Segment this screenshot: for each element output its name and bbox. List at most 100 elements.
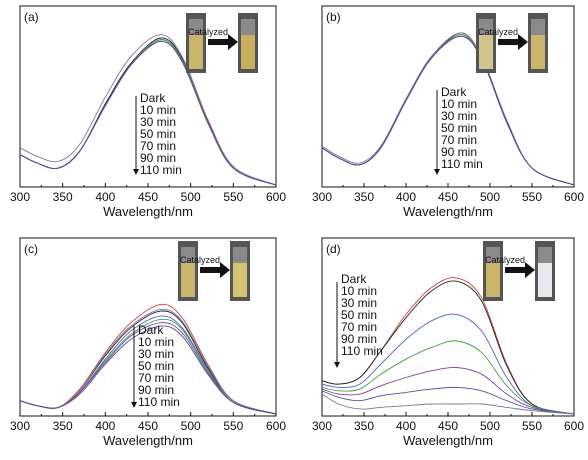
x-tick-label: 500 bbox=[181, 419, 201, 433]
series-line bbox=[19, 325, 277, 415]
legend-entry: 110 min bbox=[341, 344, 383, 358]
chart-panel: 300 350 400 450 500 550 600 Wavelength/nm (c) Dar… bbox=[10, 237, 286, 448]
x-tick-label: 450 bbox=[138, 190, 158, 204]
vial-after-liquid bbox=[538, 263, 552, 297]
x-tick-label: 400 bbox=[95, 190, 115, 204]
vial-before-cap bbox=[479, 19, 493, 35]
catalyzed-label: Catalyzed bbox=[180, 255, 220, 265]
legend-entry: 50 min bbox=[441, 121, 477, 135]
chart-panel: 300 350 400 450 500 550 600 Wavelength/nm (a) Dar… bbox=[10, 5, 286, 219]
x-tick-label: 550 bbox=[223, 419, 243, 433]
chart-panel: 300 350 400 450 500 550 600 Wavelength/nm (b) Dar… bbox=[312, 5, 584, 219]
panel-label: (d) bbox=[326, 242, 341, 256]
x-axis-label: Wavelength/nm bbox=[403, 204, 493, 219]
legend-arrow-head bbox=[334, 362, 340, 368]
catalyzed-arrow-head bbox=[525, 262, 535, 278]
legend-arrow-head bbox=[133, 169, 139, 175]
x-tick-label: 600 bbox=[266, 190, 286, 204]
legend-title: Dark bbox=[138, 323, 164, 337]
legend-entry: 30 min bbox=[441, 109, 477, 123]
x-tick-label: 500 bbox=[480, 190, 500, 204]
series-line bbox=[19, 34, 277, 186]
catalyzed-label: Catalyzed bbox=[485, 255, 525, 265]
vial-after-liquid bbox=[241, 35, 255, 69]
vial-before-cap bbox=[189, 19, 203, 35]
x-tick-label: 450 bbox=[438, 419, 458, 433]
vial-before-liquid bbox=[479, 35, 493, 69]
series-line bbox=[321, 393, 575, 415]
panel-label: (b) bbox=[326, 10, 341, 24]
catalyzed-arrow-head bbox=[228, 34, 238, 50]
catalyzed-arrow-shaft bbox=[200, 267, 220, 273]
vial-before-liquid bbox=[189, 35, 203, 69]
vial-before-liquid bbox=[181, 263, 195, 297]
legend-entry: 70 min bbox=[140, 139, 176, 153]
x-tick-label: 450 bbox=[138, 419, 158, 433]
x-tick-label: 400 bbox=[95, 419, 115, 433]
legend-entry: 50 min bbox=[341, 308, 377, 322]
legend-arrow-head bbox=[434, 169, 440, 175]
vial-after-liquid bbox=[233, 263, 247, 297]
x-tick-label: 350 bbox=[53, 419, 73, 433]
vial-before-cap bbox=[486, 247, 500, 263]
legend-entry: 70 min bbox=[341, 320, 377, 334]
vial-after-cap bbox=[538, 247, 552, 263]
x-tick-label: 450 bbox=[438, 190, 458, 204]
catalyzed-label: Catalyzed bbox=[478, 27, 518, 37]
catalyzed-arrow-head bbox=[518, 34, 528, 50]
x-axis-label: Wavelength/nm bbox=[103, 204, 193, 219]
legend-entry: 10 min bbox=[140, 103, 176, 117]
legend-title: Dark bbox=[341, 272, 367, 286]
x-tick-label: 550 bbox=[522, 190, 542, 204]
x-tick-label: 550 bbox=[522, 419, 542, 433]
legend-entry: 30 min bbox=[140, 115, 176, 129]
series-line bbox=[321, 340, 575, 415]
legend-entry: 10 min bbox=[138, 335, 174, 349]
legend-entry: 30 min bbox=[341, 296, 377, 310]
x-tick-label: 350 bbox=[354, 190, 374, 204]
legend-entry: 110 min bbox=[441, 157, 483, 171]
legend-entry: 110 min bbox=[140, 163, 182, 177]
x-axis-label: Wavelength/nm bbox=[103, 433, 193, 448]
x-tick-label: 300 bbox=[10, 190, 30, 204]
x-tick-label: 600 bbox=[564, 419, 584, 433]
x-tick-label: 600 bbox=[266, 419, 286, 433]
legend-title: Dark bbox=[441, 85, 467, 99]
legend-entry: 90 min bbox=[140, 151, 176, 165]
legend-entry: 10 min bbox=[441, 97, 477, 111]
x-tick-label: 350 bbox=[53, 190, 73, 204]
series-line bbox=[321, 386, 575, 415]
vial-after-liquid bbox=[531, 35, 545, 69]
legend-entry: 30 min bbox=[138, 347, 174, 361]
panel-label: (a) bbox=[24, 10, 39, 24]
vial-after-cap bbox=[241, 19, 255, 35]
x-tick-label: 300 bbox=[312, 190, 332, 204]
x-axis-label: Wavelength/nm bbox=[403, 433, 493, 448]
legend-entry: 110 min bbox=[138, 395, 180, 409]
legend-title: Dark bbox=[140, 91, 166, 105]
x-tick-label: 400 bbox=[396, 419, 416, 433]
x-tick-label: 300 bbox=[10, 419, 30, 433]
vial-before-liquid bbox=[486, 263, 500, 297]
legend-entry: 90 min bbox=[441, 145, 477, 159]
x-tick-label: 500 bbox=[480, 419, 500, 433]
vial-before-cap bbox=[181, 247, 195, 263]
vial-after-cap bbox=[233, 247, 247, 263]
x-tick-label: 550 bbox=[223, 190, 243, 204]
catalyzed-arrow-shaft bbox=[505, 267, 525, 273]
catalyzed-arrow-shaft bbox=[498, 39, 518, 45]
legend-entry: 10 min bbox=[341, 284, 377, 298]
x-tick-label: 500 bbox=[181, 190, 201, 204]
series-line bbox=[321, 366, 575, 415]
legend-arrow-head bbox=[131, 402, 137, 408]
legend-entry: 90 min bbox=[341, 332, 377, 346]
panel-label: (c) bbox=[24, 242, 38, 256]
legend-entry: 70 min bbox=[441, 133, 477, 147]
legend-entry: 50 min bbox=[140, 127, 176, 141]
x-tick-label: 350 bbox=[354, 419, 374, 433]
series-line bbox=[321, 35, 575, 186]
catalyzed-arrow-head bbox=[220, 262, 230, 278]
chart-panel: 300 350 400 450 500 550 600 Wavelength/nm (d) Dar… bbox=[312, 237, 584, 448]
catalyzed-label: Catalyzed bbox=[188, 27, 228, 37]
